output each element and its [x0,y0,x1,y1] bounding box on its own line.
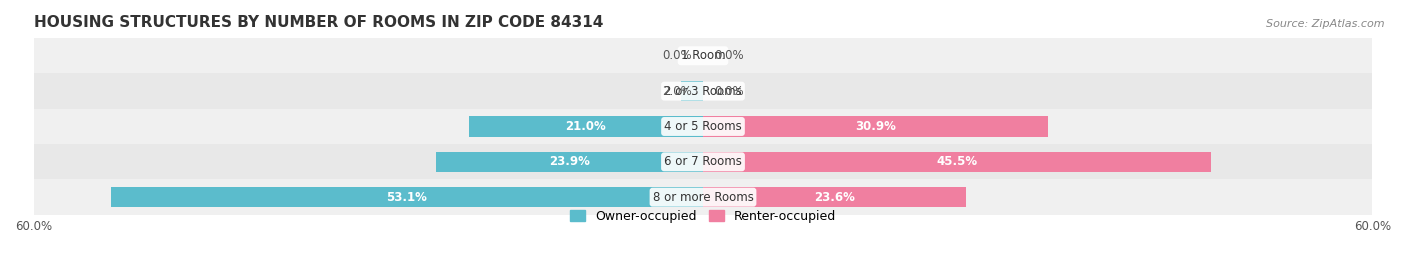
Bar [34,180,1372,215]
Text: 21.0%: 21.0% [565,120,606,133]
Text: 6 or 7 Rooms: 6 or 7 Rooms [664,155,742,168]
Text: HOUSING STRUCTURES BY NUMBER OF ROOMS IN ZIP CODE 84314: HOUSING STRUCTURES BY NUMBER OF ROOMS IN… [34,15,603,30]
Text: 23.6%: 23.6% [814,191,855,204]
Text: 2.0%: 2.0% [662,85,692,98]
Text: 4 or 5 Rooms: 4 or 5 Rooms [664,120,742,133]
Text: 2 or 3 Rooms: 2 or 3 Rooms [664,85,742,98]
Text: Source: ZipAtlas.com: Source: ZipAtlas.com [1267,19,1385,29]
Bar [703,187,966,207]
Text: 23.9%: 23.9% [550,155,591,168]
Text: 8 or more Rooms: 8 or more Rooms [652,191,754,204]
Text: 1 Room: 1 Room [681,49,725,62]
Bar [34,144,1372,180]
Bar [703,116,1047,137]
Text: 0.0%: 0.0% [714,49,744,62]
Bar [436,151,703,172]
Bar [34,73,1372,109]
Text: 53.1%: 53.1% [387,191,427,204]
Bar [34,38,1372,73]
Bar [703,151,1211,172]
Text: 30.9%: 30.9% [855,120,896,133]
Text: 0.0%: 0.0% [662,49,692,62]
Bar [681,81,703,101]
Bar [111,187,703,207]
Legend: Owner-occupied, Renter-occupied: Owner-occupied, Renter-occupied [569,210,837,223]
Text: 45.5%: 45.5% [936,155,977,168]
Bar [34,109,1372,144]
Text: 0.0%: 0.0% [714,85,744,98]
Bar [468,116,703,137]
